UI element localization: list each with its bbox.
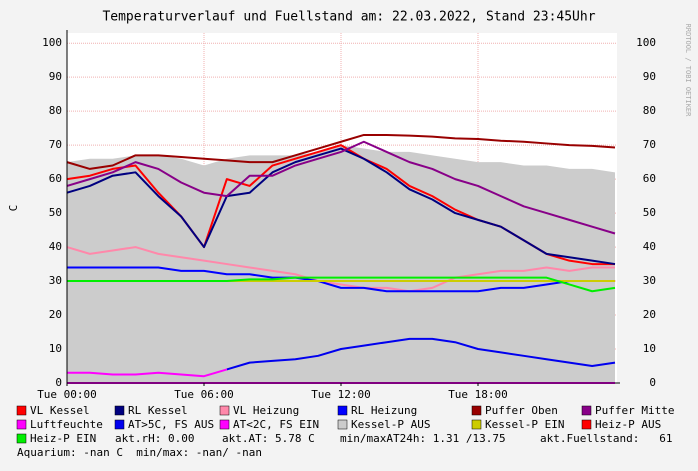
series-area [67, 145, 615, 383]
y-tick-label: 50 [49, 206, 62, 219]
y-tick-label-right: 100 [636, 36, 656, 49]
legend-label: Heiz-P AUS [595, 418, 661, 431]
side-text: RRDTOOL / TOBI OETIKER [684, 24, 692, 118]
y-tick-label-right: 60 [643, 172, 656, 185]
legend-label: AT<2C, FS EIN [233, 418, 319, 431]
legend-swatch [471, 405, 482, 416]
status-text: Aquarium: -nan C min/max: -nan/ -nan [17, 446, 262, 459]
y-tick-label: 70 [49, 138, 62, 151]
series-line [66, 140, 616, 235]
status-text: min/maxAT24h: 1.31 /13.75 [340, 432, 506, 445]
legend-swatch [471, 419, 482, 430]
y-tick-label: 60 [49, 172, 62, 185]
series-line [66, 246, 615, 293]
series-line [67, 368, 228, 378]
y-tick-label-right: 90 [643, 70, 656, 83]
x-tick-label: Tue 12:00 [311, 388, 371, 401]
axes: 0 0 10 10 20 20 30 30 40 40 50 50 60 60 70 70 80 80 90 90 10… [16, 30, 674, 459]
y-tick-label: 30 [49, 274, 62, 287]
legend-label: Kessel-P AUS [351, 418, 430, 431]
y-tick-label: 80 [49, 104, 62, 117]
legend-label: RL Heizung [351, 404, 417, 417]
y-tick-label: 20 [49, 308, 62, 321]
legend-label: VL Heizung [233, 404, 299, 417]
legend-label: Luftfeuchte [30, 418, 103, 431]
legend-label: AT>5C, FS AUS [128, 418, 214, 431]
legend-label: Heiz-P EIN [30, 432, 96, 445]
legend-swatch [16, 419, 27, 430]
series-line [67, 266, 615, 293]
legend-swatch [114, 419, 125, 430]
status-text: akt.AT: 5.78 C [222, 432, 315, 445]
legend-swatch [337, 419, 348, 430]
legend-swatch [219, 419, 230, 430]
y-axis-label: C [7, 205, 20, 212]
x-tick-label: Tue 06:00 [174, 388, 234, 401]
legend-label: RL Kessel [128, 404, 188, 417]
series-line [66, 133, 616, 170]
legend-swatch [16, 433, 27, 444]
series-line [67, 276, 616, 293]
legend-swatch [16, 405, 27, 416]
legend-swatch [219, 405, 230, 416]
legend-swatch [581, 419, 592, 430]
y-tick-label-right: 50 [643, 206, 656, 219]
legend-swatch [581, 405, 592, 416]
legend-swatch [114, 405, 125, 416]
y-tick-label-right: 70 [643, 138, 656, 151]
y-tick-label: 90 [49, 70, 62, 83]
y-tick-label-right: 10 [643, 342, 656, 355]
series-line [226, 337, 616, 371]
y-tick-label: 100 [42, 36, 62, 49]
y-tick-label: 40 [49, 240, 62, 253]
legend-label: Kessel-P EIN [485, 418, 564, 431]
y-tick-label: 0 [55, 376, 62, 389]
series-line [66, 147, 616, 266]
y-tick-label-right: 0 [649, 376, 656, 389]
y-tick-label-right: 30 [643, 274, 656, 287]
legend-label: VL Kessel [30, 404, 90, 417]
y-tick-label: 10 [49, 342, 62, 355]
series-layer [66, 133, 616, 384]
y-tick-label-right: 20 [643, 308, 656, 321]
legend-label: Puffer Mitte [595, 404, 674, 417]
x-tick-label: Tue 18:00 [448, 388, 508, 401]
status-text: akt.rH: 0.00 [115, 432, 194, 445]
chart-title: Temperaturverlauf und Fuellstand am: 22.… [102, 10, 595, 25]
status-text: akt.Fuellstand: 61 [540, 432, 672, 445]
x-tick-label: Tue 00:00 [37, 388, 97, 401]
legend-swatch [337, 405, 348, 416]
y-tick-label-right: 80 [643, 104, 656, 117]
legend-label: Puffer Oben [485, 404, 558, 417]
y-tick-label-right: 40 [643, 240, 656, 253]
